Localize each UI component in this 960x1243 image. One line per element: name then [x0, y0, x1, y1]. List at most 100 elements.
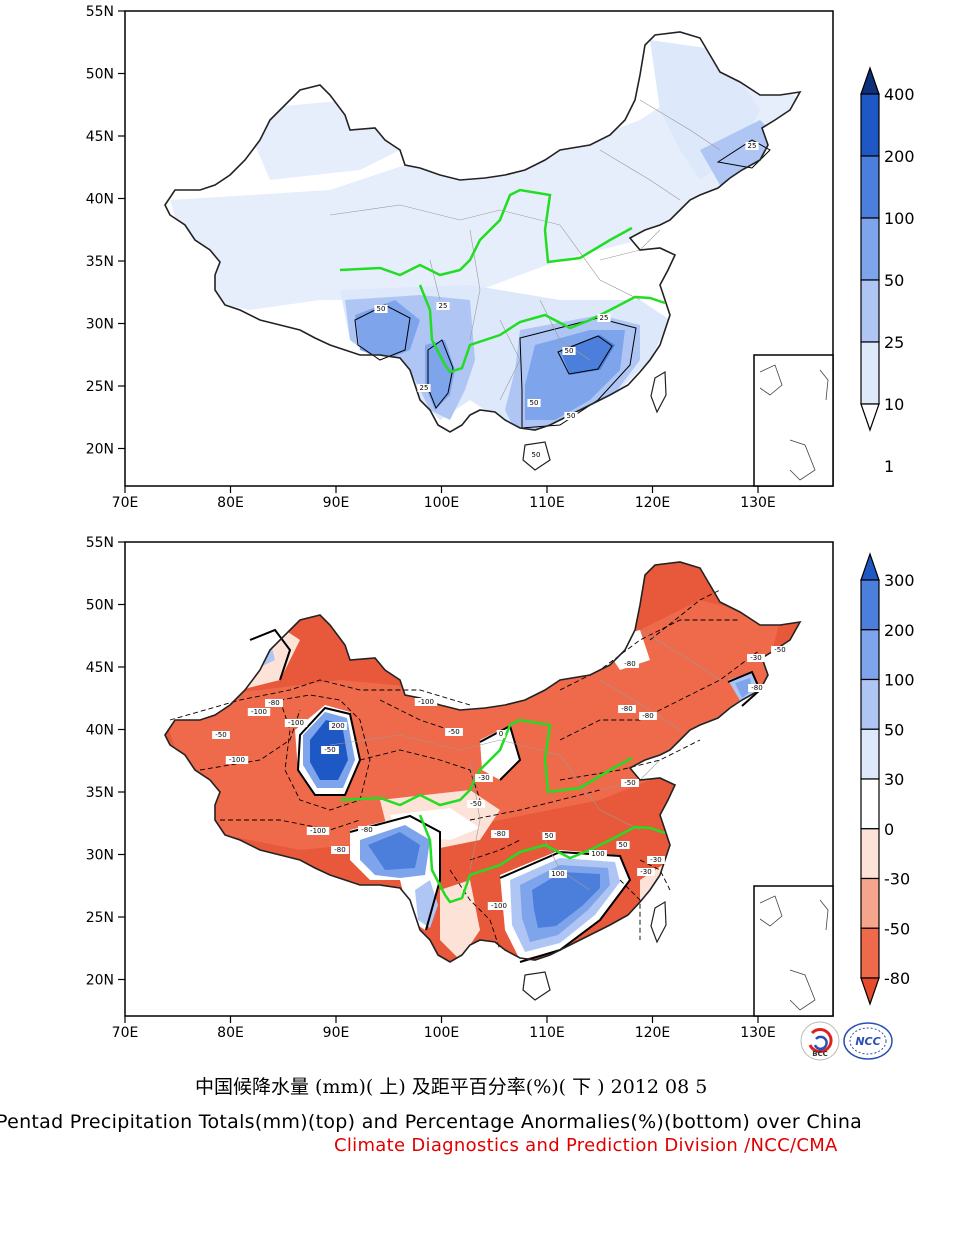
contour-label: 100 — [551, 870, 564, 878]
contour-label-bg — [358, 826, 376, 834]
contour-label-bg — [621, 779, 639, 787]
contour-label: 50 — [567, 412, 576, 420]
colorbar-label: -50 — [884, 919, 910, 938]
contour-label: -50 — [470, 800, 481, 808]
contour-label: -100 — [288, 719, 304, 727]
bottom-hainan — [522, 971, 551, 1001]
bottom-taiwan — [650, 900, 667, 944]
top-contours — [354, 139, 771, 429]
lon-label: 110E — [529, 495, 565, 511]
lon-label: 80E — [217, 1025, 244, 1041]
contour-label: -50 — [324, 746, 335, 754]
contour-label-bg — [542, 832, 556, 840]
colorbar-label: 0 — [884, 820, 894, 839]
colorbar-label: 30 — [884, 770, 904, 789]
contour-label-bg — [527, 399, 541, 407]
contour-label-bg — [745, 142, 759, 150]
bottom-inset — [753, 885, 834, 1017]
contour-label: -100 — [491, 902, 507, 910]
lat-label: 40N — [86, 192, 114, 208]
contour-label: -80 — [751, 684, 762, 692]
contour-label: 50 — [530, 399, 539, 407]
colorbar-label: 200 — [884, 147, 915, 166]
contour-label-bg — [639, 712, 657, 720]
contour-label-bg — [491, 830, 509, 838]
contour-label: -30 — [750, 654, 761, 662]
colorbar-segment — [860, 579, 880, 631]
lat-label: 30N — [86, 848, 114, 864]
contour-label-bg — [771, 646, 789, 654]
colorbar-segment — [860, 217, 880, 281]
contour-label-bg — [284, 719, 308, 727]
contour-label: 50 — [565, 347, 574, 355]
colorbar-label: 200 — [884, 621, 915, 640]
colorbar-label: 400 — [884, 85, 915, 104]
contour-label-bg — [621, 660, 639, 668]
bcc-logo: BCC — [800, 1021, 840, 1061]
top-axes: 55N 50N 45N 40N 35N 30N 25N 20N 70E 80E 90E 100E 110… — [86, 4, 776, 511]
contour-label-bg — [331, 846, 349, 854]
contour-label: -50 — [774, 646, 785, 654]
contour-label: -100 — [229, 756, 245, 764]
contour-label-bg — [321, 746, 339, 754]
contour-label-bg — [748, 684, 766, 692]
colorbar-segment — [860, 927, 880, 979]
lon-label: 120E — [635, 1025, 671, 1041]
contour-label-bg — [225, 756, 249, 764]
contour-label-bg — [445, 728, 463, 736]
colorbar-label: 50 — [884, 720, 904, 739]
top-inset — [753, 354, 834, 487]
lat-label: 55N — [86, 535, 114, 551]
lat-label: 45N — [86, 660, 114, 676]
lon-label: 100E — [424, 495, 460, 511]
contour-label-bg — [562, 347, 576, 355]
contour-label: -50 — [624, 779, 635, 787]
contour-label: -100 — [310, 827, 326, 835]
lon-label: 130E — [740, 495, 776, 511]
lat-label: 50N — [86, 67, 114, 83]
contour-label: 50 — [377, 305, 386, 313]
contour-label-bg — [487, 902, 511, 910]
contour-label: -30 — [478, 774, 489, 782]
top-contour-labels: 50 25 25 50 50 50 50 25 25 — [374, 142, 759, 459]
colorbar-label: -80 — [884, 969, 910, 988]
colorbar-segment — [860, 155, 880, 219]
contour-label: 50 — [545, 832, 554, 840]
contour-label-bg — [247, 708, 271, 716]
contour-label: 25 — [748, 142, 757, 150]
caption-english: Pentad Precipitation Totals(mm)(top) and… — [0, 1111, 863, 1133]
colorbar-segment — [860, 279, 880, 343]
contour-label-bg — [747, 654, 765, 662]
colorbar-segment — [860, 728, 880, 780]
lon-label: 90E — [323, 1025, 350, 1041]
contour-label: -30 — [640, 868, 651, 876]
caption-division: Climate Diagnostics and Prediction Divis… — [334, 1135, 838, 1156]
contour-label: -100 — [251, 708, 267, 716]
colorbar-label: 10 — [884, 395, 904, 414]
contour-label: -80 — [334, 846, 345, 854]
lat-label: 20N — [86, 442, 114, 458]
colorbar-label: 50 — [884, 271, 904, 290]
contour-label: 50 — [532, 451, 541, 459]
contour-label-bg — [496, 730, 506, 738]
colorbar-segment — [860, 828, 880, 880]
contour-label-bg — [589, 850, 607, 858]
lat-label: 25N — [86, 379, 114, 395]
top-hainan — [522, 441, 551, 471]
contour-label: 50 — [619, 841, 628, 849]
top-province-lines — [329, 99, 721, 401]
contour-label: 0 — [499, 730, 503, 738]
contour-label-bg — [475, 774, 493, 782]
ncc-logo: NCC — [843, 1022, 893, 1060]
contour-label-bg — [597, 314, 611, 322]
lon-label: 100E — [424, 1025, 460, 1041]
contour-label-bg — [529, 451, 543, 459]
lon-label: 110E — [529, 1025, 565, 1041]
lon-label: 70E — [112, 1025, 139, 1041]
colorbar-label: 100 — [884, 671, 915, 690]
contour-label-bg — [306, 827, 330, 835]
lat-label: 55N — [86, 4, 114, 20]
contour-label-bg — [414, 698, 438, 706]
